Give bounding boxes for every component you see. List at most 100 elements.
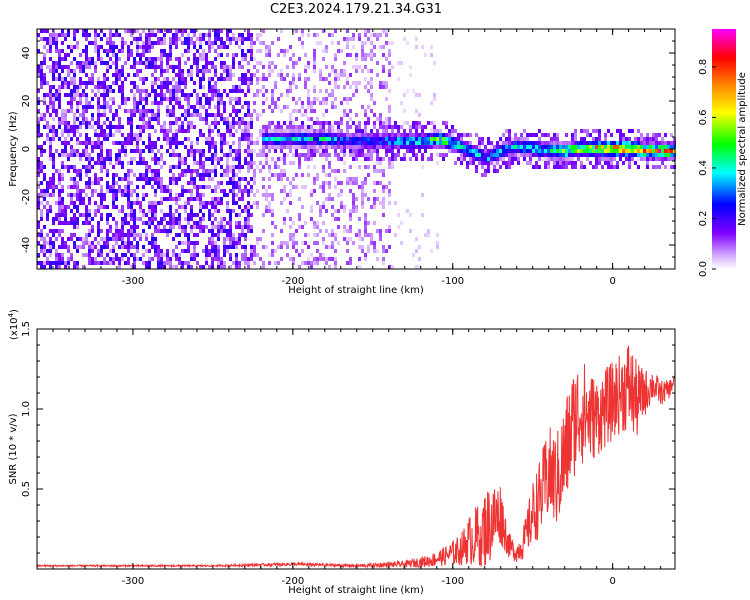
spectrogram-cell: [436, 153, 439, 157]
spectrogram-cell: [451, 141, 454, 145]
spectrogram-cell: [286, 129, 289, 133]
spectrogram-cell: [262, 245, 265, 249]
spectrogram-cell: [247, 77, 250, 81]
spectrogram-cell: [208, 209, 211, 213]
spectrogram-cell: [427, 229, 430, 233]
spectrogram-cell: [517, 157, 520, 161]
spectrogram-cell: [253, 261, 256, 265]
spectrogram-cell: [313, 153, 316, 157]
spectrogram-cell: [262, 229, 265, 233]
spectrogram-cell: [313, 225, 316, 229]
spectrogram-cell: [667, 149, 670, 153]
spectrogram-cell: [148, 265, 151, 269]
spectrogram-cell: [238, 197, 241, 201]
spectrogram-cell: [154, 113, 157, 117]
spectrogram-cell: [532, 141, 535, 145]
spectrogram-cell: [136, 53, 139, 57]
spectrogram-cell: [502, 153, 505, 157]
spectrogram-cell: [253, 41, 256, 45]
spectrogram-cell: [331, 205, 334, 209]
spectrogram-cell: [268, 49, 271, 53]
spectrogram-cell: [283, 133, 286, 137]
spectrogram-cell: [82, 109, 85, 113]
spectrogram-cell: [331, 133, 334, 137]
spectrogram-cell: [430, 157, 433, 161]
spectrogram-cell: [49, 249, 52, 253]
spectrogram-cell: [163, 197, 166, 201]
spectrogram-cell: [277, 53, 280, 57]
spectrogram-cell: [145, 37, 148, 41]
spectrogram-cell: [64, 121, 67, 125]
spectrogram-cell: [85, 93, 88, 97]
spectrogram-cell: [307, 153, 310, 157]
spectrogram-cell: [70, 185, 73, 189]
spectrogram-cell: [394, 201, 397, 205]
spectrogram-cell: [127, 173, 130, 177]
spectrogram-cell: [61, 141, 64, 145]
spectrogram-cell: [175, 245, 178, 249]
spectrogram-cell: [283, 121, 286, 125]
spectrogram-cell: [238, 241, 241, 245]
spectrogram-cell: [226, 249, 229, 253]
spectrogram-cell: [175, 133, 178, 137]
spectrogram-cell: [136, 105, 139, 109]
spectrogram-cell: [265, 45, 268, 49]
spectrogram-cell: [247, 229, 250, 233]
spectrogram-cell: [64, 261, 67, 265]
spectrogram-cell: [310, 261, 313, 265]
spectrogram-cell: [97, 145, 100, 149]
spectrogram-cell: [265, 209, 268, 213]
spectrogram-cell: [259, 149, 262, 153]
spectrogram-cell: [235, 185, 238, 189]
spectrogram-cell: [448, 145, 451, 149]
spectrogram-cell: [73, 69, 76, 73]
spectrogram-cell: [241, 53, 244, 57]
spectrogram-cell: [220, 217, 223, 221]
spectrogram-cell: [52, 177, 55, 181]
spectrogram-cell: [61, 177, 64, 181]
spectrogram-cell: [97, 241, 100, 245]
spectrogram-cell: [367, 157, 370, 161]
spectrogram-cell: [151, 141, 154, 145]
spectrogram-cell: [322, 101, 325, 105]
spectrogram-cell: [214, 49, 217, 53]
spectrogram-cell: [667, 145, 670, 149]
spectrogram-cell: [205, 201, 208, 205]
spectrogram-cell: [97, 137, 100, 141]
spectrogram-cell: [346, 97, 349, 101]
spectrogram-cell: [358, 257, 361, 261]
spectrogram-cell: [55, 149, 58, 153]
spectrogram-cell: [85, 65, 88, 69]
spectrogram-cell: [115, 57, 118, 61]
spectrogram-cell: [406, 145, 409, 149]
spectrogram-cell: [388, 165, 391, 169]
spectrogram-cell: [352, 121, 355, 125]
spectrogram-cell: [379, 33, 382, 37]
spectrogram-cell: [133, 37, 136, 41]
spectrogram-cell: [598, 133, 601, 137]
spectrogram-cell: [178, 65, 181, 69]
spectrogram-cell: [595, 165, 598, 169]
spectrogram-cell: [304, 69, 307, 73]
spectrogram-cell: [421, 137, 424, 141]
spectrogram-cell: [82, 221, 85, 225]
spectrogram-cell: [61, 173, 64, 177]
spectrogram-cell: [199, 37, 202, 41]
spectrogram-cell: [271, 197, 274, 201]
spectrogram-cell: [85, 29, 88, 33]
spectrogram-cell: [124, 245, 127, 249]
spectrogram-cell: [355, 125, 358, 129]
spectrogram-cell: [277, 141, 280, 145]
spectrogram-cell: [235, 41, 238, 45]
spectrogram-cell: [217, 77, 220, 81]
spectrogram-cell: [208, 129, 211, 133]
spectrogram-cell: [304, 53, 307, 57]
spectrogram-cell: [310, 141, 313, 145]
spectrogram-cell: [337, 241, 340, 245]
spectrogram-cell: [70, 45, 73, 49]
spectrogram-cell: [103, 81, 106, 85]
spectrogram-cell: [334, 185, 337, 189]
spectrogram-cell: [469, 133, 472, 137]
spectrogram-cell: [178, 105, 181, 109]
spectrogram-cell: [178, 217, 181, 221]
